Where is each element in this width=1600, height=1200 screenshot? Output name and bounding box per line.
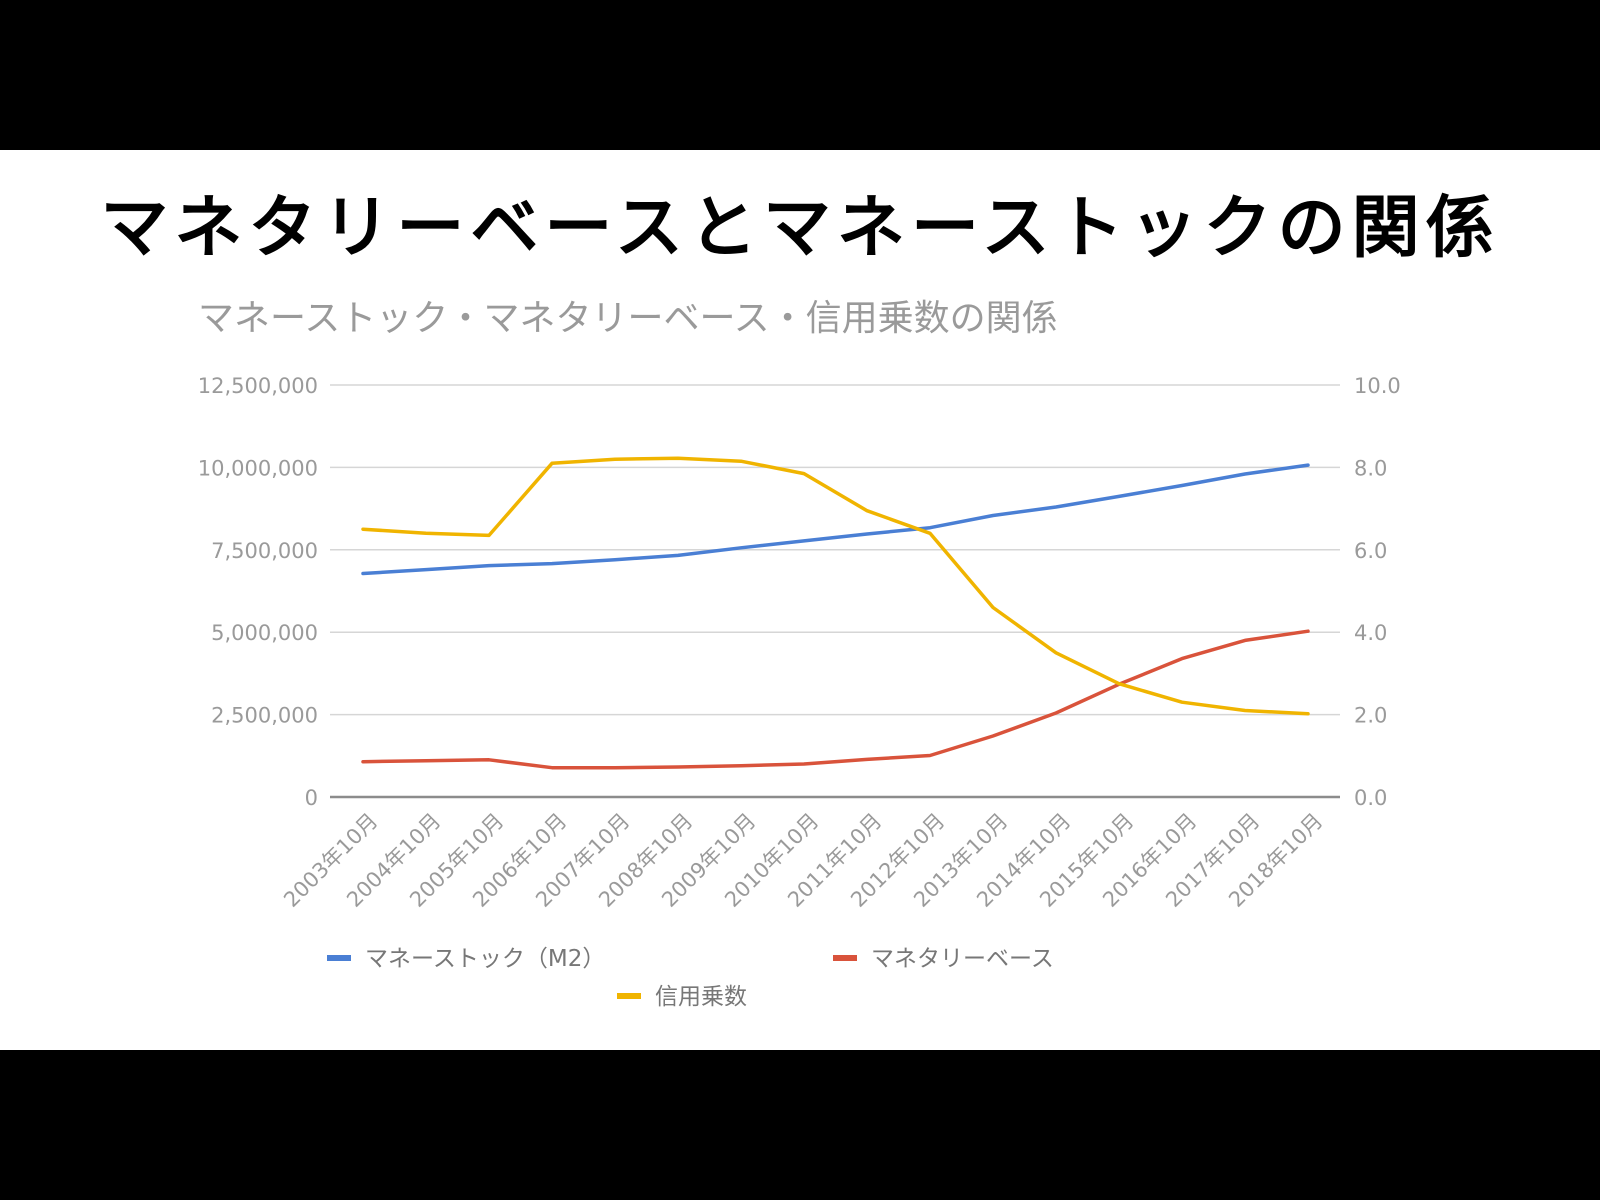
left-tick-label: 10,000,000 [198, 456, 318, 480]
left-tick-label: 0 [305, 786, 318, 810]
right-tick-label: 10.0 [1354, 374, 1401, 398]
right-tick-label: 2.0 [1354, 704, 1387, 728]
legend-label: マネーストック（M2） [365, 946, 605, 972]
series-line [361, 463, 1310, 576]
legend-label: 信用乗数 [655, 984, 747, 1010]
left-tick-label: 7,500,000 [211, 539, 318, 563]
series-line [361, 456, 1310, 716]
series-line [361, 629, 1310, 770]
series-lines [361, 456, 1310, 770]
left-tick-label: 2,500,000 [211, 704, 318, 728]
line-chart: マネーストック・マネタリーベース・信用乗数の関係 0 2,500,000 5,000… [198, 298, 1401, 1010]
right-tick-label: 4.0 [1354, 621, 1387, 645]
left-tick-label: 12,500,000 [198, 374, 318, 398]
right-tick-label: 0.0 [1354, 786, 1387, 810]
chart-title: マネーストック・マネタリーベース・信用乗数の関係 [198, 298, 1058, 339]
legend-label: マネタリーベース [871, 946, 1054, 972]
right-tick-label: 8.0 [1354, 456, 1387, 480]
gridlines [330, 384, 1340, 799]
right-tick-label: 6.0 [1354, 539, 1387, 563]
x-axis: 2003年10月2004年10月2005年10月2006年10月2007年10月… [279, 809, 1327, 912]
slide-title: マネタリーベースとマネーストックの関係 [100, 189, 1500, 268]
left-axis: 0 2,500,000 5,000,000 7,500,000 10,000,000 12… [198, 374, 318, 810]
slide: マネタリーベースとマネーストックの関係 マネーストック・マネタリーベース・信用乗… [0, 150, 1600, 1050]
left-tick-label: 5,000,000 [211, 621, 318, 645]
right-axis: 0.0 2.0 4.0 6.0 8.0 10.0 [1354, 374, 1401, 810]
